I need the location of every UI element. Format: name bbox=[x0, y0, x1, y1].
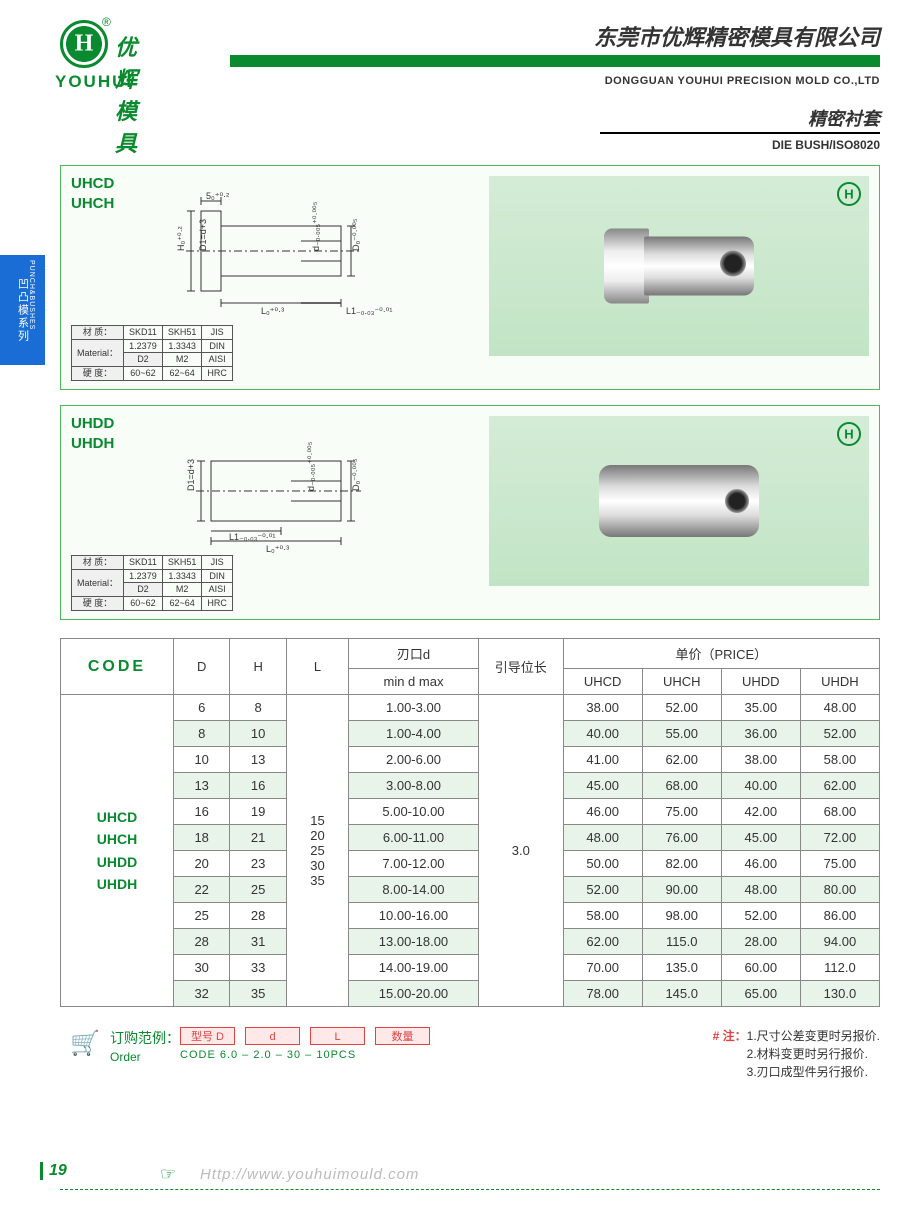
technical-drawing-2: D1=d+3 L1₋₀.₀₃⁻⁰·⁰¹ L₀⁺⁰·³ d₋₀.₀₀₅⁺⁰·⁰⁰⁵… bbox=[151, 441, 411, 558]
col-uhcd: UHCD bbox=[563, 669, 642, 695]
website-url: Http://www.youhuimould.com bbox=[200, 1166, 419, 1183]
table-row: 252810.00-16.0058.0098.0052.0086.00 bbox=[61, 903, 880, 929]
svg-text:L1₋₀.₀₃⁻⁰·⁰¹: L1₋₀.₀₃⁻⁰·⁰¹ bbox=[346, 306, 392, 316]
col-cutting-d: 刃口d bbox=[349, 639, 479, 669]
col-d: D bbox=[173, 639, 229, 695]
category-title-cn: 精密衬套 bbox=[808, 105, 880, 131]
col-h: H bbox=[230, 639, 286, 695]
table-row: 18216.00-11.0048.0076.0045.0072.00 bbox=[61, 825, 880, 851]
col-uhdd: UHDD bbox=[721, 669, 800, 695]
guide-cell: 3.0 bbox=[478, 695, 563, 1007]
svg-text:D1=d+3: D1=d+3 bbox=[186, 459, 196, 491]
order-code-sample: CODE 6.0 – 2.0 – 30 – 10PCS bbox=[180, 1049, 356, 1061]
footer-rule bbox=[60, 1189, 880, 1190]
svg-text:d₋₀.₀₀₅⁺⁰·⁰⁰⁵: d₋₀.₀₀₅⁺⁰·⁰⁰⁵ bbox=[311, 201, 321, 251]
price-spec-table: CODE D H L 刃口d 引导位长 单价（PRICE） min d max … bbox=[60, 638, 880, 1007]
col-uhdh: UHDH bbox=[800, 669, 879, 695]
watermark-logo-icon bbox=[837, 422, 861, 446]
pointing-hand-icon: ☞ bbox=[160, 1164, 176, 1185]
svg-text:L₀⁺⁰·³: L₀⁺⁰·³ bbox=[266, 544, 289, 554]
svg-text:H₀⁺⁰·²: H₀⁺⁰·² bbox=[176, 226, 186, 251]
technical-drawing-1: 5₀⁺⁰·² H₀⁺⁰·² D1=d+3 L₀⁺⁰·³ L1₋₀.₀₃⁻⁰·⁰¹… bbox=[151, 191, 411, 323]
cart-icon: 🛒 bbox=[70, 1029, 100, 1058]
table-row: 16195.00-10.0046.0075.0042.0068.00 bbox=[61, 799, 880, 825]
col-uhch: UHCH bbox=[642, 669, 721, 695]
price-notes: # 注：1.尺寸公差变更时另报价. # 注：2.材料变更时另行报价. # 注：3… bbox=[713, 1027, 880, 1081]
order-field: 数量 bbox=[375, 1027, 430, 1045]
col-guide: 引导位长 bbox=[478, 639, 563, 695]
col-code: CODE bbox=[61, 639, 174, 695]
svg-text:d₋₀.₀₀₅⁺⁰·⁰⁰⁵: d₋₀.₀₀₅⁺⁰·⁰⁰⁵ bbox=[306, 441, 316, 491]
watermark-logo-icon bbox=[837, 182, 861, 206]
order-field: L bbox=[310, 1027, 365, 1045]
svg-text:D₀⁻⁰·⁰⁰⁵: D₀⁻⁰·⁰⁰⁵ bbox=[351, 458, 361, 491]
order-field: d bbox=[245, 1027, 300, 1045]
product-render-1 bbox=[489, 176, 869, 356]
material-table-2: 材 质：SKD11SKH51JIS Material：1.23791.3343D… bbox=[71, 555, 233, 611]
table-row: 22258.00-14.0052.0090.0048.0080.00 bbox=[61, 877, 880, 903]
svg-text:5₀⁺⁰·²: 5₀⁺⁰·² bbox=[206, 191, 229, 201]
table-row: 283113.00-18.0062.00115.028.0094.00 bbox=[61, 929, 880, 955]
logo-cn-text: 优辉模具 bbox=[115, 30, 137, 158]
product-codes-1: UHCDUHCH bbox=[71, 174, 114, 213]
company-name-cn: 东莞市优辉精密模具有限公司 bbox=[594, 20, 880, 52]
order-label: 订购范例：Order bbox=[110, 1029, 180, 1066]
col-price: 单价（PRICE） bbox=[563, 639, 879, 669]
table-row: 10132.00-6.0041.0062.0038.0058.00 bbox=[61, 747, 880, 773]
col-d-sub: min d max bbox=[349, 669, 479, 695]
table-row: 303314.00-19.0070.00135.060.00112.0 bbox=[61, 955, 880, 981]
page-number: 19 bbox=[40, 1162, 67, 1180]
svg-text:L₀⁺⁰·³: L₀⁺⁰·³ bbox=[261, 306, 284, 316]
logo-en-text: YOUHUI bbox=[55, 72, 133, 92]
side-category-tab: 凹凸模系列 bbox=[0, 255, 45, 365]
l-cell: 1520253035 bbox=[286, 695, 348, 1007]
product-panel-uhdd-uhdh: UHDDUHDH D1=d+3 L1₋₀.₀₃⁻⁰·⁰¹ L₀⁺⁰·³ d₋₀.… bbox=[60, 405, 880, 620]
product-render-2 bbox=[489, 416, 869, 586]
col-l: L bbox=[286, 639, 348, 695]
order-example-row: 🛒 订购范例：Order 型号 D d L 数量 CODE 6.0 – 2.0 … bbox=[60, 1027, 880, 1077]
svg-text:D₀⁻⁰·⁰⁰⁵: D₀⁻⁰·⁰⁰⁵ bbox=[351, 218, 361, 251]
company-name-en: DONGGUAN YOUHUI PRECISION MOLD CO.,LTD bbox=[605, 75, 880, 87]
side-category-en: PUNCH&BUSHES bbox=[28, 260, 35, 330]
header-bar bbox=[230, 55, 880, 67]
order-field: 型号 D bbox=[180, 1027, 235, 1045]
table-row: UHCDUHCHUHDDUHDH6815202530351.00-3.003.0… bbox=[61, 695, 880, 721]
svg-text:L1₋₀.₀₃⁻⁰·⁰¹: L1₋₀.₀₃⁻⁰·⁰¹ bbox=[229, 532, 275, 542]
page-header: ® 优辉模具 YOUHUI 东莞市优辉精密模具有限公司 DONGGUAN YOU… bbox=[60, 20, 880, 110]
table-row: 323515.00-20.0078.00145.065.00130.0 bbox=[61, 981, 880, 1007]
code-cell: UHCDUHCHUHDDUHDH bbox=[61, 695, 174, 1007]
material-table-1: 材 质：SKD11SKH51JIS Material：1.23791.3343D… bbox=[71, 325, 233, 381]
category-title-en: DIE BUSH/ISO8020 bbox=[772, 138, 880, 152]
product-codes-2: UHDDUHDH bbox=[71, 414, 114, 453]
table-row: 20237.00-12.0050.0082.0046.0075.00 bbox=[61, 851, 880, 877]
table-row: 8101.00-4.0040.0055.0036.0052.00 bbox=[61, 721, 880, 747]
product-panel-uhcd-uhch: UHCDUHCH bbox=[60, 165, 880, 390]
svg-text:D1=d+3: D1=d+3 bbox=[198, 219, 208, 251]
gear-logo-icon bbox=[60, 20, 108, 68]
company-logo: ® 优辉模具 YOUHUI bbox=[60, 20, 110, 70]
table-row: 13163.00-8.0045.0068.0040.0062.00 bbox=[61, 773, 880, 799]
order-field-boxes: 型号 D d L 数量 bbox=[180, 1027, 430, 1045]
